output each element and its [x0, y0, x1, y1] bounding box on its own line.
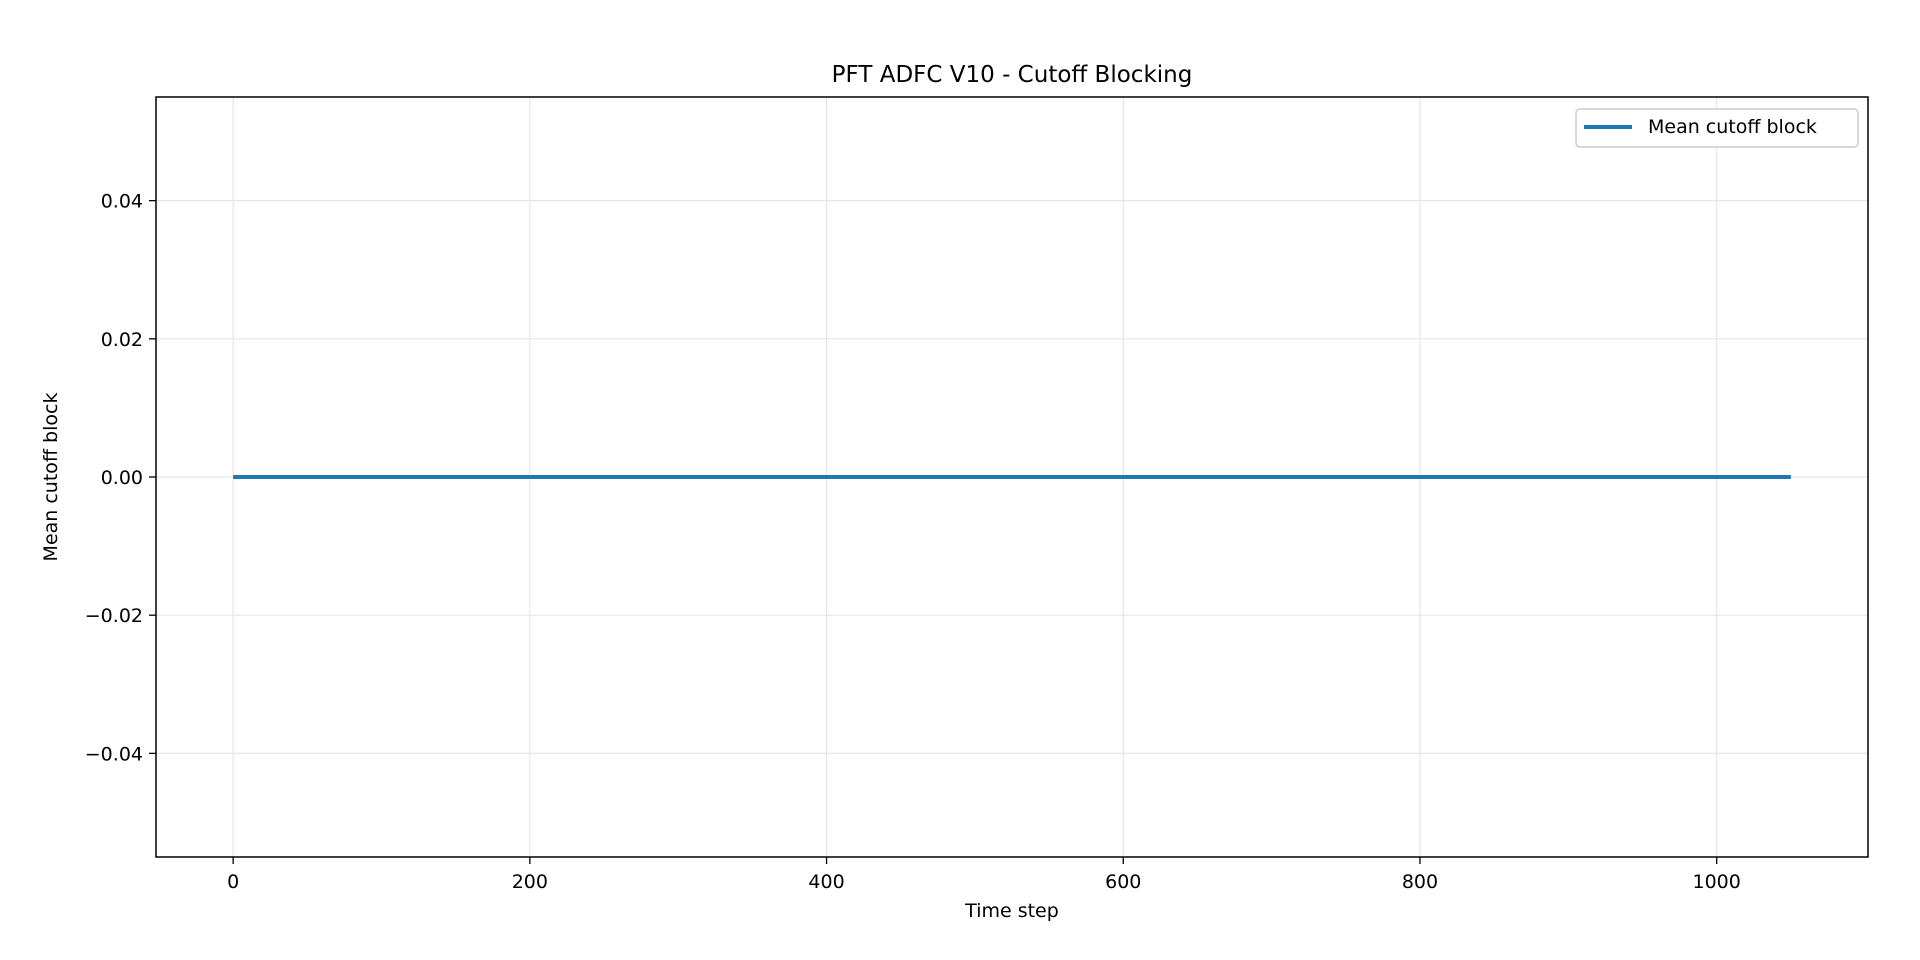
x-axis-label: Time step [964, 900, 1059, 922]
x-tick-label: 1000 [1692, 871, 1740, 893]
x-tick-label: 400 [808, 871, 844, 893]
y-tick-label: 0.02 [101, 329, 143, 351]
legend: Mean cutoff block [1575, 108, 1859, 148]
y-tick-label: 0.04 [101, 191, 143, 213]
chart-title: PFT ADFC V10 - Cutoff Blocking [832, 62, 1193, 88]
x-tick-label: 600 [1105, 871, 1141, 893]
legend-label-mean-cutoff-block: Mean cutoff block [1648, 116, 1817, 138]
x-tick-label: 800 [1402, 871, 1438, 893]
y-tick-label: −0.02 [85, 605, 143, 627]
x-tick-label: 200 [512, 871, 548, 893]
y-tick-label: −0.04 [85, 743, 143, 765]
axis-ticks: 0 200 400 600 800 1000 0.04 0.02 0.00 −0.02 −0.04 [85, 191, 1741, 893]
y-tick-label: 0.00 [101, 467, 143, 489]
y-axis-label: Mean cutoff block [40, 393, 62, 562]
legend-frame [1575, 108, 1859, 148]
x-tick-label: 0 [227, 871, 239, 893]
